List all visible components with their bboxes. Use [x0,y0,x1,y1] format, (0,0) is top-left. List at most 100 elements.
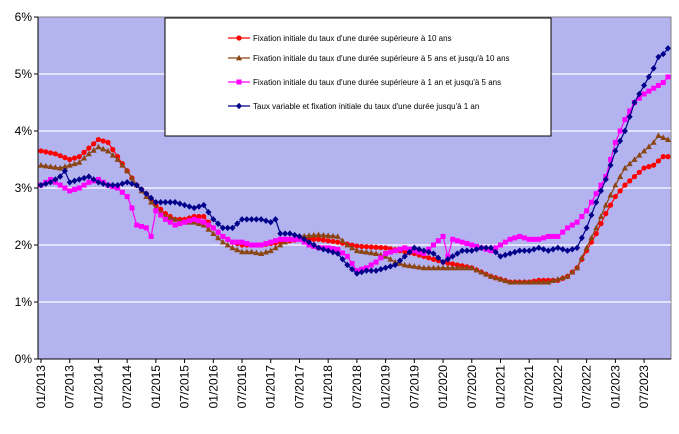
data-point [517,233,523,239]
data-point [574,219,580,225]
data-point [550,277,557,284]
data-point [435,238,441,244]
data-point [392,248,398,254]
data-point [344,253,350,259]
data-point [450,236,456,242]
data-point [650,139,657,145]
data-point [382,264,389,271]
data-point [291,231,298,239]
data-point [354,243,360,249]
data-point [383,251,389,257]
data-point [574,244,581,252]
data-point [282,230,289,237]
data-point [497,276,504,282]
data-point [201,213,207,220]
data-point [550,246,557,253]
data-point [234,246,241,253]
data-point [559,274,566,281]
data-point [157,199,164,206]
data-point [210,230,217,236]
data-point [172,199,179,206]
data-point [215,220,222,227]
data-point [516,247,523,254]
data-point [473,246,480,253]
data-point [430,256,437,262]
data-point [554,276,561,282]
data-point [61,163,68,170]
data-point [325,247,332,254]
data-point [454,250,461,257]
data-point [430,264,437,271]
data-point [57,173,64,180]
data-point [262,217,269,224]
data-point [406,262,413,269]
data-point [220,233,226,239]
data-point [617,137,624,145]
data-point [205,209,212,216]
data-point [358,268,365,276]
data-point [612,147,619,155]
data-point [536,236,542,242]
data-point [621,127,628,135]
data-point [560,229,566,235]
legend: Fixation initiale du taux d'une durée su… [164,17,552,137]
data-point [344,241,351,248]
legend-label: Fixation initiale du taux d'une durée su… [253,78,501,87]
x-tick-label: 07/2016 [235,365,249,409]
series-layer [38,45,671,285]
data-point [248,248,255,255]
data-point [440,233,446,239]
data-point [72,186,78,192]
data-point [52,164,59,170]
data-point [306,238,313,246]
y-axis: 0% 1% 2% 3% 4% 5% 6% [15,10,39,366]
data-point [76,185,82,191]
data-point [387,263,394,270]
data-point [502,239,508,245]
x-tick-label: 07/2014 [120,365,134,409]
data-point [363,248,370,255]
data-point [181,201,188,209]
data-point [545,247,552,254]
data-point [315,231,322,238]
data-point [511,248,518,256]
data-point [377,266,384,273]
data-point [665,74,671,80]
data-point [665,136,671,142]
data-point [574,264,581,271]
legend-entry-1: Fixation initiale du taux d'une durée su… [228,34,452,43]
data-point [545,278,552,285]
data-point [119,180,126,187]
data-point [239,216,246,223]
data-point [368,267,375,274]
data-point [444,256,451,263]
data-point [378,244,384,251]
data-point [182,219,188,225]
data-point [248,216,255,223]
data-point [81,174,88,182]
data-point [119,162,126,168]
data-point [81,149,87,155]
data-point [100,145,107,152]
data-point [167,219,173,225]
data-point [626,160,633,167]
data-point [655,158,662,164]
data-point [119,189,125,195]
data-point [602,201,609,208]
data-point [463,247,470,254]
data-point [100,180,107,187]
data-point [440,258,447,266]
data-point [52,151,58,157]
data-point [530,278,537,285]
data-point [459,247,466,254]
x-tick-label: 01/2016 [206,365,220,409]
data-point [516,278,523,285]
data-point [435,264,442,271]
data-point [559,246,566,253]
data-point [588,211,595,219]
data-point [262,248,269,255]
data-point [206,222,212,228]
data-point [201,219,207,225]
y-tick-label: 4% [15,124,33,138]
x-tick-label: 07/2015 [178,365,192,409]
